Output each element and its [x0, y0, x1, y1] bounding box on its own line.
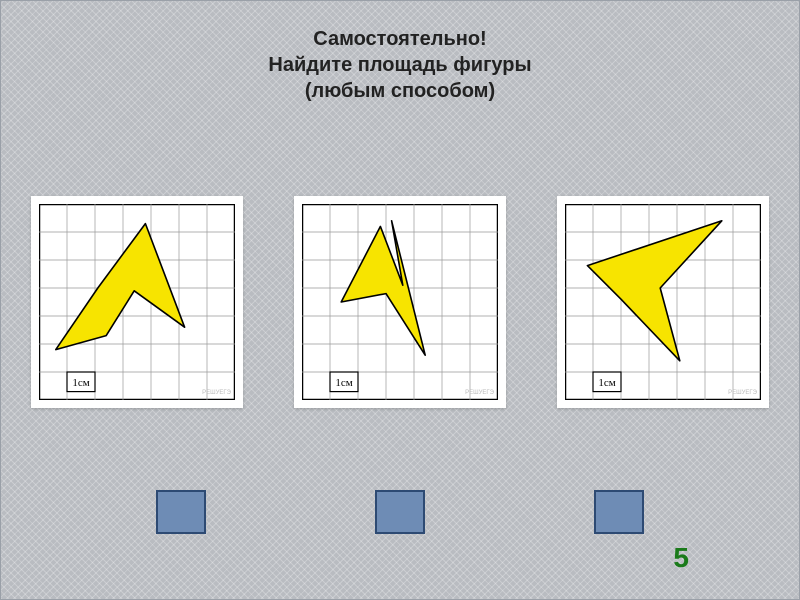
watermark: РЕШУЕГЭ [728, 390, 757, 396]
figure-card-3: 1см РЕШУЕГЭ [557, 196, 769, 408]
answer-button-1[interactable] [156, 490, 206, 534]
svg-text:1см: 1см [335, 377, 352, 389]
answer-button-3[interactable] [594, 490, 644, 534]
watermark: РЕШУЕГЭ [465, 390, 494, 396]
watermark: РЕШУЕГЭ [202, 390, 231, 396]
button-row [1, 490, 799, 534]
figures-row: 1см РЕШУЕГЭ 1см РЕШУЕГЭ 1см РЕШУЕГЭ [31, 196, 769, 408]
answer-button-2[interactable] [375, 490, 425, 534]
figure-2-svg: 1см [302, 204, 498, 400]
slide-title: Самостоятельно! Найдите площадь фигуры (… [1, 26, 799, 104]
figure-card-2: 1см РЕШУЕГЭ [294, 196, 506, 408]
figure-3-svg: 1см [565, 204, 761, 400]
figure-card-1: 1см РЕШУЕГЭ [31, 196, 243, 408]
title-line1: Самостоятельно! [1, 26, 799, 52]
figure-1-svg: 1см [39, 204, 235, 400]
svg-text:1см: 1см [72, 377, 89, 389]
slide-number: 5 [673, 542, 689, 574]
slide-background: Самостоятельно! Найдите площадь фигуры (… [0, 0, 800, 600]
title-line3: (любым способом) [1, 78, 799, 104]
svg-text:1см: 1см [598, 377, 615, 389]
title-line2: Найдите площадь фигуры [1, 52, 799, 78]
